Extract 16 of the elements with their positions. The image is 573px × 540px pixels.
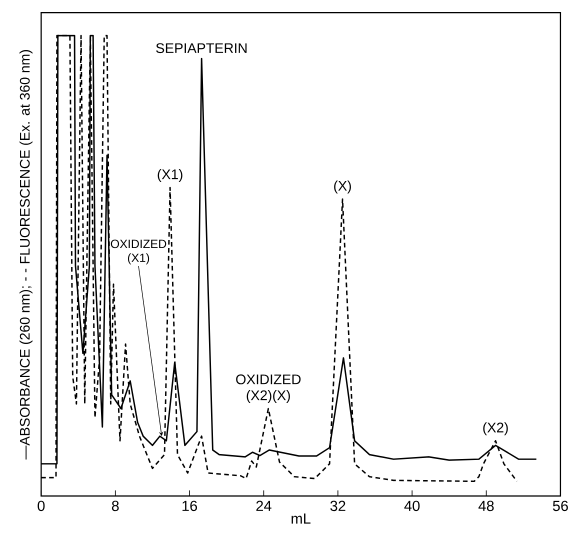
annotation: (X1) — [158, 169, 182, 182]
x-tick-label: 56 — [552, 500, 568, 512]
x-tick-label: 32 — [330, 500, 346, 512]
x-tick-label: 0 — [38, 500, 45, 512]
annotation: SEPIAPTERIN — [156, 43, 247, 54]
y-axis-title: —ABSORBANCE (260 nm); - - FLUORESCENCE (Ex. at 360 nm) — [20, 50, 33, 460]
x-tick-label: 40 — [404, 500, 420, 512]
x-tick-label: 8 — [112, 500, 119, 512]
annotation: OXIDIZED (X1) — [110, 240, 166, 264]
x-axis-title: mL — [292, 514, 310, 524]
x-tick-label: 16 — [182, 500, 198, 512]
x-tick-label: 24 — [256, 500, 272, 511]
annotation: OXIDIZED (X2)(X) — [236, 374, 301, 404]
x-tick-label: 48 — [478, 500, 494, 512]
annotation: (X) — [334, 180, 351, 194]
annotation: (X2) — [483, 422, 508, 436]
